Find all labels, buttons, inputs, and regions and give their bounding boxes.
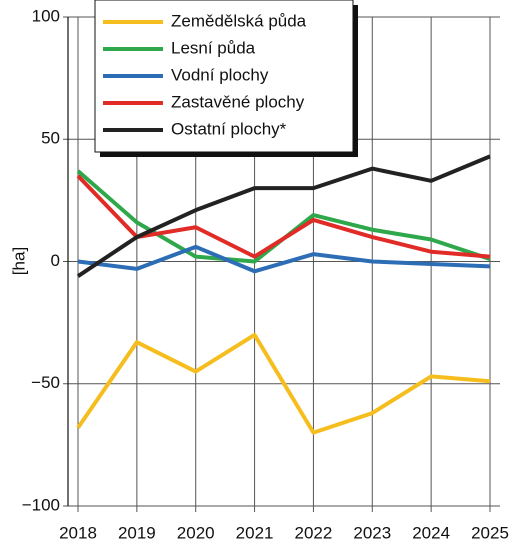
x-tick-label: 2019 [118, 523, 156, 542]
legend-label: Vodní plochy [171, 65, 269, 84]
series-line [77, 244, 491, 274]
y-tick-label: 0 [51, 251, 60, 270]
series-line [76, 169, 491, 264]
series-line [76, 174, 491, 259]
x-tick-label: 2018 [59, 523, 97, 542]
legend-label: Ostatní plochy* [171, 119, 287, 138]
y-tick-label: 50 [41, 129, 60, 148]
legend-label: Zastavěné plochy [171, 92, 305, 111]
x-tick-label: 2022 [295, 523, 333, 542]
y-axis-label: [ha] [9, 247, 28, 275]
x-tick-label: 2023 [353, 523, 391, 542]
x-tick-label: 2021 [236, 523, 274, 542]
y-tick-label: −100 [22, 495, 60, 514]
x-tick-label: 2025 [471, 523, 509, 542]
legend-label: Lesní půda [171, 38, 256, 57]
y-tick-label: 100 [32, 6, 60, 25]
series-line [76, 332, 491, 435]
series-line [76, 154, 491, 278]
legend: Zemědělská půda Lesní půda Vodní plochy Zas… [94, 0, 358, 157]
x-tick-label: 2024 [412, 523, 450, 542]
legend-label: Zemědělská půda [171, 11, 307, 30]
x-tick-label: 2020 [177, 523, 215, 542]
y-tick-label: −50 [31, 373, 60, 392]
